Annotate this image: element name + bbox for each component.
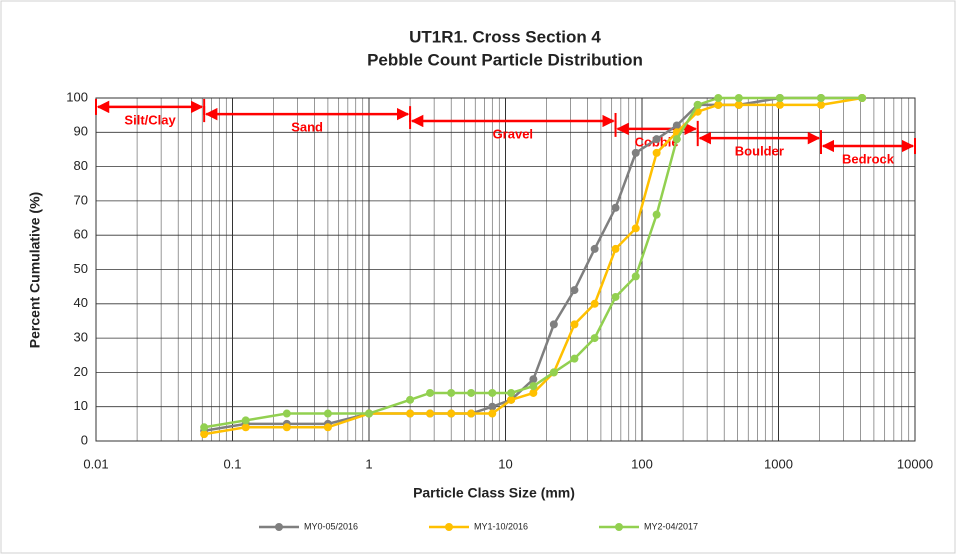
data-point bbox=[282, 409, 291, 418]
data-point bbox=[652, 148, 661, 157]
data-point bbox=[611, 244, 620, 253]
y-axis-label: Percent Cumulative (%) bbox=[27, 192, 43, 348]
data-point bbox=[549, 368, 558, 377]
y-tick-label: 90 bbox=[74, 124, 88, 139]
y-tick-label: 0 bbox=[81, 432, 88, 447]
data-point bbox=[631, 272, 640, 281]
legend-marker bbox=[275, 523, 283, 531]
data-point bbox=[652, 210, 661, 219]
y-tick-label: 60 bbox=[74, 227, 88, 242]
data-point bbox=[734, 100, 743, 109]
data-point bbox=[672, 135, 681, 144]
data-point bbox=[282, 423, 291, 432]
data-point bbox=[426, 388, 435, 397]
data-point bbox=[570, 286, 579, 295]
data-point bbox=[488, 388, 497, 397]
y-tick-label: 40 bbox=[74, 295, 88, 310]
y-tick-label: 80 bbox=[74, 158, 88, 173]
x-tick-label: 100 bbox=[631, 456, 653, 471]
data-point bbox=[406, 395, 415, 404]
data-point bbox=[714, 100, 723, 109]
data-point bbox=[241, 416, 250, 425]
data-point bbox=[323, 423, 332, 432]
y-tick-label: 30 bbox=[74, 330, 88, 345]
y-tick-label: 20 bbox=[74, 364, 88, 379]
data-point bbox=[529, 388, 538, 397]
data-point bbox=[714, 94, 723, 102]
annotation-label: Sand bbox=[291, 120, 323, 135]
legend-label: MY0-05/2016 bbox=[304, 521, 358, 531]
data-point bbox=[734, 94, 743, 102]
y-tick-label: 100 bbox=[66, 89, 88, 104]
legend-marker bbox=[445, 523, 453, 531]
data-point bbox=[570, 354, 579, 363]
data-point bbox=[611, 203, 620, 212]
x-tick-label: 10 bbox=[498, 456, 512, 471]
data-point bbox=[549, 320, 558, 329]
data-point bbox=[816, 94, 825, 102]
annotation-label: Gravel bbox=[493, 126, 533, 141]
data-point bbox=[590, 299, 599, 308]
data-point bbox=[693, 100, 702, 109]
x-tick-label: 1 bbox=[365, 456, 372, 471]
data-point bbox=[611, 292, 620, 301]
annotation-label: Silt/Clay bbox=[124, 112, 176, 127]
data-point bbox=[529, 375, 538, 384]
chart-title: UT1R1. Cross Section 4 bbox=[409, 27, 601, 46]
data-point bbox=[426, 409, 435, 418]
data-point bbox=[365, 409, 373, 418]
data-point bbox=[631, 148, 640, 157]
data-point bbox=[406, 409, 415, 418]
data-point bbox=[447, 409, 456, 418]
data-point bbox=[447, 388, 456, 397]
data-point bbox=[467, 388, 476, 397]
y-tick-label: 10 bbox=[74, 398, 88, 413]
x-tick-label: 0.1 bbox=[223, 456, 241, 471]
data-point bbox=[467, 409, 476, 418]
x-tick-label: 10000 bbox=[897, 456, 933, 471]
chart-subtitle: Pebble Count Particle Distribution bbox=[367, 50, 643, 69]
x-axis-label: Particle Class Size (mm) bbox=[413, 485, 575, 501]
data-point bbox=[816, 100, 825, 109]
legend-label: MY1-10/2016 bbox=[474, 521, 528, 531]
data-point bbox=[488, 409, 497, 418]
data-point bbox=[775, 100, 784, 109]
data-point bbox=[529, 382, 538, 391]
data-point bbox=[241, 423, 250, 432]
data-point bbox=[570, 320, 579, 329]
y-tick-label: 70 bbox=[74, 192, 88, 207]
data-point bbox=[590, 244, 599, 253]
data-point bbox=[858, 94, 867, 102]
x-tick-label: 0.01 bbox=[83, 456, 108, 471]
data-point bbox=[672, 121, 681, 130]
legend-marker bbox=[615, 523, 623, 531]
annotation-label: Boulder bbox=[735, 144, 784, 159]
annotation-label: Bedrock bbox=[842, 151, 895, 166]
data-point bbox=[507, 395, 516, 404]
data-point bbox=[488, 402, 497, 411]
data-point bbox=[200, 430, 209, 439]
plot-border bbox=[95, 97, 916, 442]
data-point bbox=[200, 423, 209, 432]
data-point bbox=[507, 388, 516, 397]
data-point bbox=[323, 409, 332, 418]
data-point bbox=[590, 334, 599, 343]
data-point bbox=[775, 94, 784, 102]
legend-label: MY2-04/2017 bbox=[644, 521, 698, 531]
data-point bbox=[652, 135, 661, 144]
y-tick-label: 50 bbox=[74, 261, 88, 276]
data-point bbox=[631, 224, 640, 233]
x-tick-label: 1000 bbox=[764, 456, 793, 471]
